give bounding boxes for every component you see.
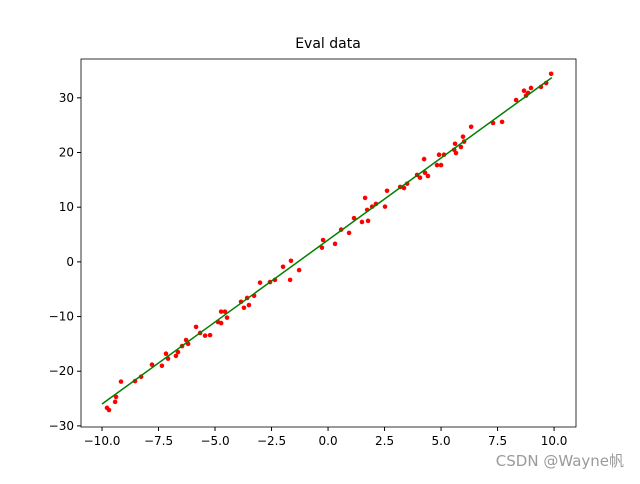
point	[362, 195, 368, 201]
point	[218, 320, 224, 326]
axes-frame	[80, 58, 577, 428]
point	[382, 204, 388, 209]
point	[452, 141, 458, 147]
point	[296, 267, 302, 273]
y-tick-label: 10	[59, 200, 74, 214]
point	[438, 162, 444, 168]
point	[499, 119, 505, 125]
x-tick-label: 0.0	[319, 434, 338, 448]
point	[422, 170, 428, 176]
point	[118, 379, 124, 384]
point	[218, 309, 224, 314]
point	[453, 150, 459, 156]
point	[548, 71, 554, 77]
y-tick-label: 20	[59, 146, 74, 160]
point	[113, 394, 119, 400]
point	[458, 144, 464, 150]
point	[401, 185, 407, 191]
point	[359, 219, 365, 225]
point	[207, 332, 213, 338]
x-tick-label: −7.5	[144, 434, 173, 448]
x-tick-label: −10.0	[84, 434, 121, 448]
point	[319, 245, 325, 250]
fit-line	[101, 76, 553, 405]
point	[436, 152, 442, 157]
point	[183, 337, 189, 343]
y-tick-label: 0	[66, 255, 74, 269]
y-tick-label: −30	[49, 419, 74, 433]
point	[417, 175, 423, 180]
point	[287, 277, 293, 283]
point	[106, 407, 112, 413]
point	[112, 399, 118, 405]
point	[468, 124, 474, 130]
y-tick-label: −10	[49, 310, 74, 324]
point	[173, 353, 179, 359]
x-tick-label: 2.5	[375, 434, 394, 448]
point	[246, 302, 252, 308]
x-tick-label: 7.5	[488, 434, 507, 448]
y-tick-label: 30	[59, 91, 74, 105]
chart-title: Eval data	[295, 36, 361, 52]
point	[224, 315, 230, 320]
point	[332, 241, 338, 247]
point	[149, 362, 155, 367]
point	[320, 237, 326, 243]
x-tick-label: −5.0	[200, 434, 229, 448]
point	[513, 97, 519, 103]
point	[202, 333, 208, 338]
point	[241, 305, 247, 311]
x-tick-label: 5.0	[432, 434, 451, 448]
point	[288, 258, 294, 264]
point	[351, 215, 357, 221]
watermark: CSDN @Wayne帆	[496, 452, 624, 470]
point	[222, 309, 228, 314]
point	[421, 156, 427, 162]
point	[434, 162, 440, 168]
point	[280, 264, 286, 270]
x-tick-label: −2.5	[257, 434, 286, 448]
y-tick-label: −20	[49, 364, 74, 378]
point	[521, 88, 527, 94]
point	[193, 324, 199, 330]
x-tick-label: 10.0	[541, 434, 568, 448]
point	[175, 349, 181, 355]
point	[528, 85, 534, 91]
point	[425, 173, 431, 179]
point	[460, 134, 466, 139]
point	[257, 280, 263, 285]
point	[159, 363, 165, 369]
point	[384, 188, 390, 194]
point	[365, 218, 371, 224]
point	[346, 230, 352, 236]
point	[163, 351, 169, 357]
